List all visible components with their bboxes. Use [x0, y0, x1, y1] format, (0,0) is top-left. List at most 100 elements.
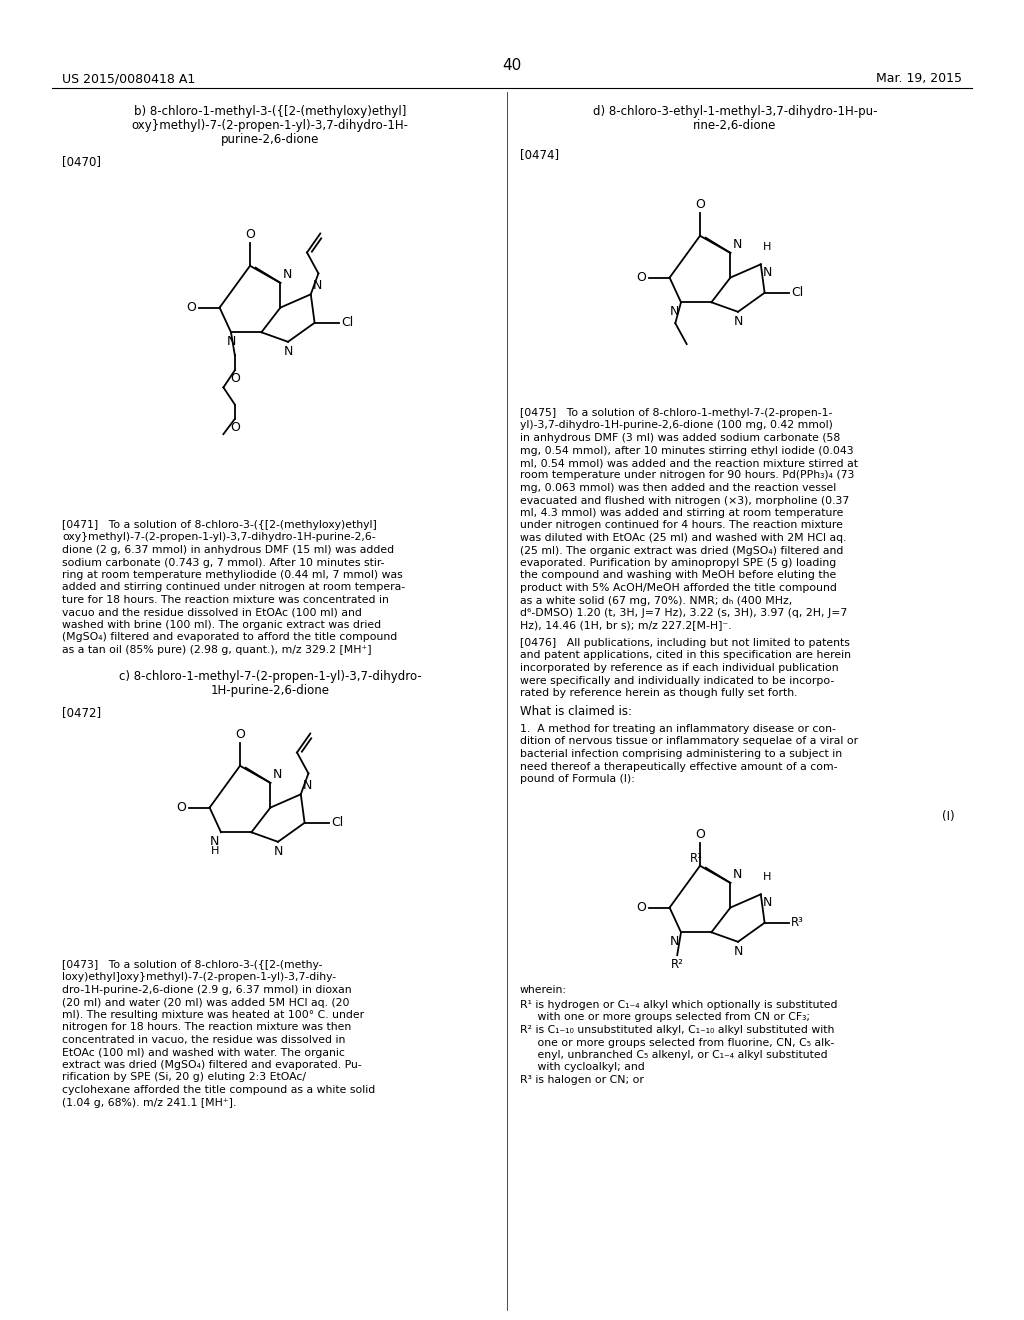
Text: O: O — [636, 902, 646, 913]
Text: Cl: Cl — [792, 286, 804, 300]
Text: [0470]: [0470] — [62, 154, 101, 168]
Text: O: O — [229, 421, 240, 434]
Text: R³: R³ — [792, 916, 804, 929]
Text: added and stirring continued under nitrogen at room tempera-: added and stirring continued under nitro… — [62, 582, 406, 593]
Text: dro-1H-purine-2,6-dione (2.9 g, 6.37 mmol) in dioxan: dro-1H-purine-2,6-dione (2.9 g, 6.37 mmo… — [62, 985, 351, 995]
Text: O: O — [176, 801, 185, 814]
Text: (MgSO₄) filtered and evaporated to afford the title compound: (MgSO₄) filtered and evaporated to affor… — [62, 632, 397, 643]
Text: N: N — [732, 869, 741, 880]
Text: vacuo and the residue dissolved in EtOAc (100 ml) and: vacuo and the residue dissolved in EtOAc… — [62, 607, 361, 618]
Text: yl)-3,7-dihydro-1H-purine-2,6-dione (100 mg, 0.42 mmol): yl)-3,7-dihydro-1H-purine-2,6-dione (100… — [520, 421, 833, 430]
Text: Hz), 14.46 (1H, br s); m/z 227.2[M-H]⁻.: Hz), 14.46 (1H, br s); m/z 227.2[M-H]⁻. — [520, 620, 731, 631]
Text: N: N — [273, 845, 283, 858]
Text: oxy}methyl)-7-(2-propen-1-yl)-3,7-dihydro-1H-purine-2,6-: oxy}methyl)-7-(2-propen-1-yl)-3,7-dihydr… — [62, 532, 376, 543]
Text: EtOAc (100 ml) and washed with water. The organic: EtOAc (100 ml) and washed with water. Th… — [62, 1048, 345, 1057]
Text: evaporated. Purification by aminopropyl SPE (5 g) loading: evaporated. Purification by aminopropyl … — [520, 558, 837, 568]
Text: Cl: Cl — [332, 816, 343, 829]
Text: What is claimed is:: What is claimed is: — [520, 705, 632, 718]
Text: ml, 4.3 mmol) was added and stirring at room temperature: ml, 4.3 mmol) was added and stirring at … — [520, 508, 844, 517]
Text: 1.  A method for treating an inflammatory disease or con-: 1. A method for treating an inflammatory… — [520, 723, 836, 734]
Text: H: H — [763, 243, 771, 252]
Text: O: O — [245, 228, 255, 242]
Text: oxy}methyl)-7-(2-propen-1-yl)-3,7-dihydro-1H-: oxy}methyl)-7-(2-propen-1-yl)-3,7-dihydr… — [131, 119, 409, 132]
Text: H: H — [211, 846, 219, 857]
Text: N: N — [670, 936, 679, 948]
Text: O: O — [695, 198, 705, 211]
Text: O: O — [695, 828, 705, 841]
Text: cyclohexane afforded the title compound as a white solid: cyclohexane afforded the title compound … — [62, 1085, 375, 1096]
Text: ml, 0.54 mmol) was added and the reaction mixture stirred at: ml, 0.54 mmol) was added and the reactio… — [520, 458, 858, 469]
Text: sodium carbonate (0.743 g, 7 mmol). After 10 minutes stir-: sodium carbonate (0.743 g, 7 mmol). Afte… — [62, 557, 384, 568]
Text: O: O — [229, 372, 240, 385]
Text: product with 5% AcOH/MeOH afforded the title compound: product with 5% AcOH/MeOH afforded the t… — [520, 583, 837, 593]
Text: with one or more groups selected from CN or CF₃;: with one or more groups selected from CN… — [520, 1012, 810, 1023]
Text: concentrated in vacuo, the residue was dissolved in: concentrated in vacuo, the residue was d… — [62, 1035, 345, 1045]
Text: one or more groups selected from fluorine, CN, C₅ alk-: one or more groups selected from fluorin… — [520, 1038, 835, 1048]
Text: bacterial infection comprising administering to a subject in: bacterial infection comprising administe… — [520, 748, 842, 759]
Text: [0474]: [0474] — [520, 148, 559, 161]
Text: evacuated and flushed with nitrogen (×3), morpholine (0.37: evacuated and flushed with nitrogen (×3)… — [520, 495, 849, 506]
Text: were specifically and individually indicated to be incorpo-: were specifically and individually indic… — [520, 676, 835, 685]
Text: under nitrogen continued for 4 hours. The reaction mixture: under nitrogen continued for 4 hours. Th… — [520, 520, 843, 531]
Text: dione (2 g, 6.37 mmol) in anhydrous DMF (15 ml) was added: dione (2 g, 6.37 mmol) in anhydrous DMF … — [62, 545, 394, 554]
Text: in anhydrous DMF (3 ml) was added sodium carbonate (58: in anhydrous DMF (3 ml) was added sodium… — [520, 433, 841, 444]
Text: N: N — [670, 305, 679, 318]
Text: N: N — [226, 335, 236, 348]
Text: N: N — [272, 768, 282, 781]
Text: 1H-purine-2,6-dione: 1H-purine-2,6-dione — [211, 684, 330, 697]
Text: R² is C₁₋₁₀ unsubstituted alkyl, C₁₋₁₀ alkyl substituted with: R² is C₁₋₁₀ unsubstituted alkyl, C₁₋₁₀ a… — [520, 1026, 835, 1035]
Text: Mar. 19, 2015: Mar. 19, 2015 — [876, 73, 962, 84]
Text: (25 ml). The organic extract was dried (MgSO₄) filtered and: (25 ml). The organic extract was dried (… — [520, 545, 844, 556]
Text: O: O — [636, 271, 646, 284]
Text: ml). The resulting mixture was heated at 100° C. under: ml). The resulting mixture was heated at… — [62, 1010, 365, 1020]
Text: d⁶-DMSO) 1.20 (t, 3H, J=7 Hz), 3.22 (s, 3H), 3.97 (q, 2H, J=7: d⁶-DMSO) 1.20 (t, 3H, J=7 Hz), 3.22 (s, … — [520, 609, 847, 618]
Text: (20 ml) and water (20 ml) was added 5M HCl aq. (20: (20 ml) and water (20 ml) was added 5M H… — [62, 998, 349, 1007]
Text: N: N — [733, 945, 742, 958]
Text: dition of nervous tissue or inflammatory sequelae of a viral or: dition of nervous tissue or inflammatory… — [520, 737, 858, 747]
Text: incorporated by reference as if each individual publication: incorporated by reference as if each ind… — [520, 663, 839, 673]
Text: R³ is halogen or CN; or: R³ is halogen or CN; or — [520, 1074, 644, 1085]
Text: N: N — [303, 779, 312, 792]
Text: [0476]   All publications, including but not limited to patents: [0476] All publications, including but n… — [520, 638, 850, 648]
Text: ring at room temperature methyliodide (0.44 ml, 7 mmol) was: ring at room temperature methyliodide (0… — [62, 570, 402, 579]
Text: room temperature under nitrogen for 90 hours. Pd(PPh₃)₄ (73: room temperature under nitrogen for 90 h… — [520, 470, 854, 480]
Text: N: N — [763, 896, 772, 909]
Text: O: O — [185, 301, 196, 314]
Text: the compound and washing with MeOH before eluting the: the compound and washing with MeOH befor… — [520, 570, 837, 581]
Text: wherein:: wherein: — [520, 985, 567, 995]
Text: (1.04 g, 68%). m/z 241.1 [MH⁺].: (1.04 g, 68%). m/z 241.1 [MH⁺]. — [62, 1097, 237, 1107]
Text: c) 8-chloro-1-methyl-7-(2-propen-1-yl)-3,7-dihydro-: c) 8-chloro-1-methyl-7-(2-propen-1-yl)-3… — [119, 671, 421, 682]
Text: need thereof a therapeutically effective amount of a com-: need thereof a therapeutically effective… — [520, 762, 838, 771]
Text: [0475]   To a solution of 8-chloro-1-methyl-7-(2-propen-1-: [0475] To a solution of 8-chloro-1-methy… — [520, 408, 833, 418]
Text: R¹: R¹ — [690, 851, 702, 865]
Text: N: N — [733, 314, 742, 327]
Text: N: N — [763, 267, 772, 280]
Text: enyl, unbranched C₅ alkenyl, or C₁₋₄ alkyl substituted: enyl, unbranched C₅ alkenyl, or C₁₋₄ alk… — [520, 1049, 827, 1060]
Text: was diluted with EtOAc (25 ml) and washed with 2M HCl aq.: was diluted with EtOAc (25 ml) and washe… — [520, 533, 847, 543]
Text: mg, 0.063 mmol) was then added and the reaction vessel: mg, 0.063 mmol) was then added and the r… — [520, 483, 837, 492]
Text: washed with brine (100 ml). The organic extract was dried: washed with brine (100 ml). The organic … — [62, 620, 381, 630]
Text: rated by reference herein as though fully set forth.: rated by reference herein as though full… — [520, 688, 798, 698]
Text: N: N — [283, 268, 292, 281]
Text: [0473]   To a solution of 8-chloro-3-({[2-(methy-: [0473] To a solution of 8-chloro-3-({[2-… — [62, 960, 323, 970]
Text: rification by SPE (Si, 20 g) eluting 2:3 EtOAc/: rification by SPE (Si, 20 g) eluting 2:3… — [62, 1072, 306, 1082]
Text: H: H — [763, 873, 771, 882]
Text: R¹ is hydrogen or C₁₋₄ alkyl which optionally is substituted: R¹ is hydrogen or C₁₋₄ alkyl which optio… — [520, 1001, 838, 1010]
Text: O: O — [236, 729, 245, 741]
Text: nitrogen for 18 hours. The reaction mixture was then: nitrogen for 18 hours. The reaction mixt… — [62, 1023, 351, 1032]
Text: (I): (I) — [942, 810, 955, 822]
Text: pound of Formula (I):: pound of Formula (I): — [520, 774, 635, 784]
Text: ture for 18 hours. The reaction mixture was concentrated in: ture for 18 hours. The reaction mixture … — [62, 595, 389, 605]
Text: N: N — [732, 238, 741, 251]
Text: N: N — [284, 345, 293, 358]
Text: Cl: Cl — [341, 317, 353, 329]
Text: and patent applications, cited in this specification are herein: and patent applications, cited in this s… — [520, 651, 851, 660]
Text: [0471]   To a solution of 8-chloro-3-({[2-(methyloxy)ethyl]: [0471] To a solution of 8-chloro-3-({[2-… — [62, 520, 377, 531]
Text: as a tan oil (85% pure) (2.98 g, quant.), m/z 329.2 [MH⁺]: as a tan oil (85% pure) (2.98 g, quant.)… — [62, 645, 372, 655]
Text: rine-2,6-dione: rine-2,6-dione — [693, 119, 776, 132]
Text: 40: 40 — [503, 58, 521, 73]
Text: [0472]: [0472] — [62, 706, 101, 719]
Text: N: N — [312, 280, 323, 292]
Text: N: N — [210, 836, 219, 849]
Text: US 2015/0080418 A1: US 2015/0080418 A1 — [62, 73, 196, 84]
